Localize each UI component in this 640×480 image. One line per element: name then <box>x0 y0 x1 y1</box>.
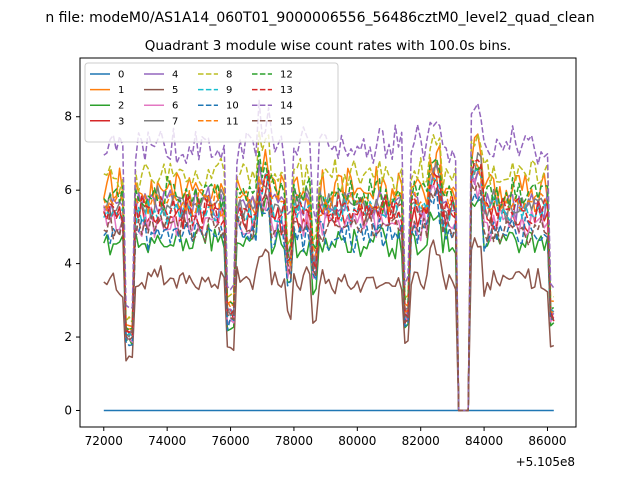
plot-area: 72000 74000 76000 78000 80000 82000 84000 86000… <box>64 57 577 469</box>
series-line-12 <box>103 149 555 412</box>
legend-label-6: 6 <box>172 101 178 112</box>
series-line-14 <box>103 99 555 412</box>
x-tick-label: 76000 <box>211 434 249 448</box>
axes-frame <box>79 57 577 428</box>
series-line-11 <box>103 159 555 412</box>
y-tick-label: 8 <box>64 110 72 124</box>
x-tick-label: 72000 <box>85 434 123 448</box>
series-line-15 <box>103 182 555 412</box>
x-tick-label: 80000 <box>338 434 376 448</box>
legend-label-13: 13 <box>280 85 293 96</box>
x-tick-label: 74000 <box>148 434 186 448</box>
figure-suptitle: n file: modeM0/AS1A14_060T01_9000006556_… <box>45 10 594 26</box>
series-line-3 <box>103 165 555 412</box>
y-tick-label: 6 <box>64 183 72 197</box>
x-axis: 72000 74000 76000 78000 80000 82000 84000 86000 <box>85 427 567 448</box>
series-line-9 <box>103 168 555 412</box>
x-tick-label: 86000 <box>528 434 566 448</box>
legend-label-14: 14 <box>280 101 293 112</box>
legend-label-4: 4 <box>172 70 178 81</box>
legend-label-7: 7 <box>172 116 178 127</box>
chart-title: Quadrant 3 module wise count rates with … <box>145 38 511 54</box>
legend-box <box>84 62 339 143</box>
series-line-13 <box>103 159 555 412</box>
y-tick-label: 2 <box>64 330 72 344</box>
legend-label-11: 11 <box>226 116 239 127</box>
series-line-10 <box>103 187 554 412</box>
legend-label-8: 8 <box>226 70 232 81</box>
x-offset-label: +5.105e8 <box>516 455 575 469</box>
legend-label-0: 0 <box>118 70 124 81</box>
series-line-5 <box>103 237 555 412</box>
legend-label-2: 2 <box>118 101 124 112</box>
legend-label-5: 5 <box>172 85 178 96</box>
legend-label-3: 3 <box>118 116 124 127</box>
legend-label-15: 15 <box>280 116 293 127</box>
legend-label-12: 12 <box>280 70 293 81</box>
series-group <box>103 99 555 412</box>
y-tick-label: 4 <box>64 257 72 271</box>
legend-label-1: 1 <box>118 85 124 96</box>
series-line-7 <box>103 152 555 412</box>
y-tick-label: 0 <box>64 403 72 417</box>
x-tick-label: 84000 <box>465 434 503 448</box>
legend-label-9: 9 <box>226 85 232 96</box>
x-tick-label: 82000 <box>402 434 440 448</box>
x-tick-label: 78000 <box>275 434 313 448</box>
series-line-8 <box>103 131 554 412</box>
y-axis: 0 2 4 6 8 <box>64 110 80 417</box>
legend-label-10: 10 <box>226 101 239 112</box>
